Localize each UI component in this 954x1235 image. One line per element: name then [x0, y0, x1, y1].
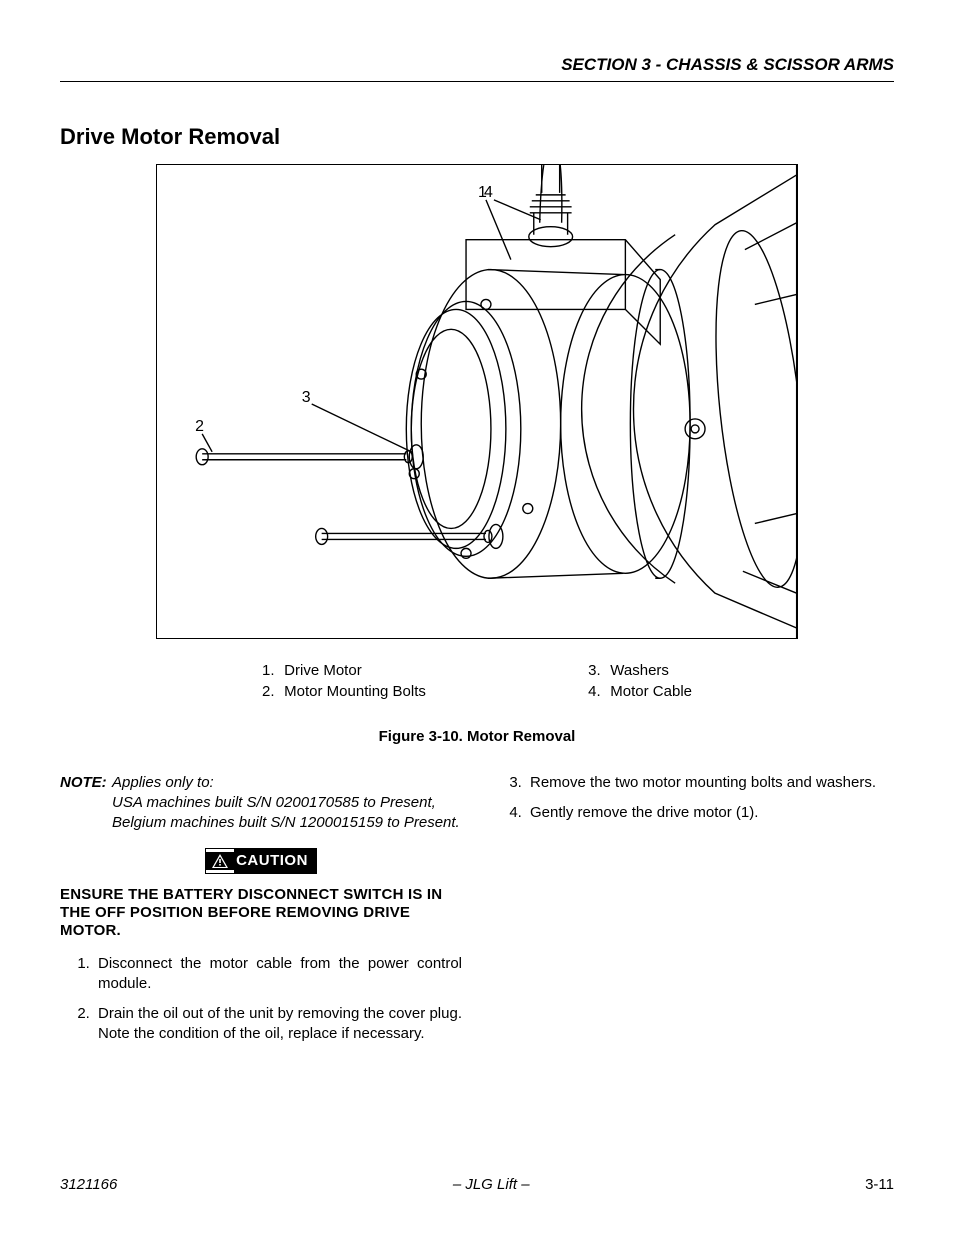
figure-legend: 1. Drive Motor 2. Motor Mounting Bolts 3…: [262, 662, 692, 704]
steps-right: Remove the two motor mounting bolts and …: [492, 773, 894, 823]
caution-text: ENSURE THE BATTERY DISCONNECT SWITCH IS …: [60, 886, 462, 940]
motor-diagram: 1 2 3 4: [157, 165, 797, 638]
section-header: SECTION 3 - CHASSIS & SCISSOR ARMS: [60, 55, 894, 82]
page-footer: 3121166 – JLG Lift – 3-11: [60, 1176, 894, 1193]
right-column: Remove the two motor mounting bolts and …: [492, 773, 894, 1053]
note-line: Applies only to:: [112, 773, 460, 793]
caution-badge: CAUTION: [205, 848, 317, 874]
callout-3: 3: [302, 389, 311, 406]
callout-2: 2: [195, 418, 204, 435]
figure-box: 1 2 3 4: [156, 164, 798, 639]
legend-num: 3.: [588, 662, 606, 679]
figure-caption: Figure 3-10. Motor Removal: [60, 728, 894, 745]
note-line: USA machines built S/N 0200170585 to Pre…: [112, 793, 460, 813]
step-item: Gently remove the drive motor (1).: [526, 803, 894, 823]
note-line: Belgium machines built S/N 1200015159 to…: [112, 813, 460, 833]
legend-label: Drive Motor: [284, 662, 362, 679]
legend-label: Washers: [610, 662, 669, 679]
caution-word: CAUTION: [234, 849, 316, 873]
footer-brand: – JLG Lift –: [453, 1176, 530, 1193]
callout-4: 4: [484, 184, 493, 201]
figure-wrap: 1 2 3 4 1. Drive Motor 2. Motor Mounting…: [60, 164, 894, 745]
steps-left: Disconnect the motor cable from the powe…: [60, 954, 462, 1043]
legend-label: Motor Cable: [610, 683, 692, 700]
legend-item: 3. Washers: [588, 662, 692, 679]
legend-item: 4. Motor Cable: [588, 683, 692, 700]
note-block: NOTE: Applies only to: USA machines buil…: [60, 773, 462, 832]
legend-num: 4.: [588, 683, 606, 700]
page-title: Drive Motor Removal: [60, 124, 894, 150]
note-text: Applies only to: USA machines built S/N …: [112, 773, 460, 832]
step-item: Drain the oil out of the unit by removin…: [94, 1004, 462, 1044]
footer-docnum: 3121166: [60, 1176, 117, 1193]
footer-pagenum: 3-11: [865, 1176, 894, 1193]
legend-label: Motor Mounting Bolts: [284, 683, 426, 700]
left-column: NOTE: Applies only to: USA machines buil…: [60, 773, 462, 1053]
step-item: Remove the two motor mounting bolts and …: [526, 773, 894, 793]
warning-triangle-icon: [206, 852, 234, 870]
legend-num: 2.: [262, 683, 280, 700]
legend-item: 1. Drive Motor: [262, 662, 426, 679]
legend-num: 1.: [262, 662, 280, 679]
step-item: Disconnect the motor cable from the powe…: [94, 954, 462, 994]
note-label: NOTE:: [60, 773, 112, 832]
legend-item: 2. Motor Mounting Bolts: [262, 683, 426, 700]
